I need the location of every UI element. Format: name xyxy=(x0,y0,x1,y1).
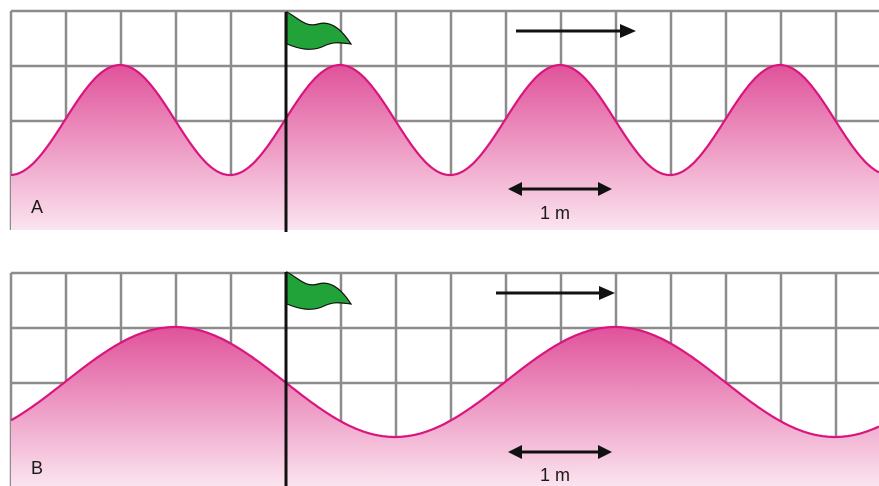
panel-a-wave-line xyxy=(10,63,879,177)
panel-a-scale-bar xyxy=(508,182,612,196)
panel-b-wave-fill xyxy=(11,327,879,486)
right-arrow-icon xyxy=(496,286,615,300)
panel-b-label: B xyxy=(31,458,43,478)
flag-icon xyxy=(286,10,353,50)
flag-icon xyxy=(286,270,353,310)
panel-a: 1 m A xyxy=(9,9,879,232)
panel-a-scale-label: 1 m xyxy=(540,203,570,223)
panel-b: 1 m B xyxy=(9,270,879,486)
panel-a-wave-fill xyxy=(11,65,879,230)
panel-a-label: A xyxy=(31,197,43,217)
panel-b-wave-line xyxy=(10,325,879,439)
right-arrow-icon xyxy=(516,24,636,38)
panel-b-scale-bar xyxy=(508,445,612,459)
panel-b-scale-label: 1 m xyxy=(540,465,570,485)
